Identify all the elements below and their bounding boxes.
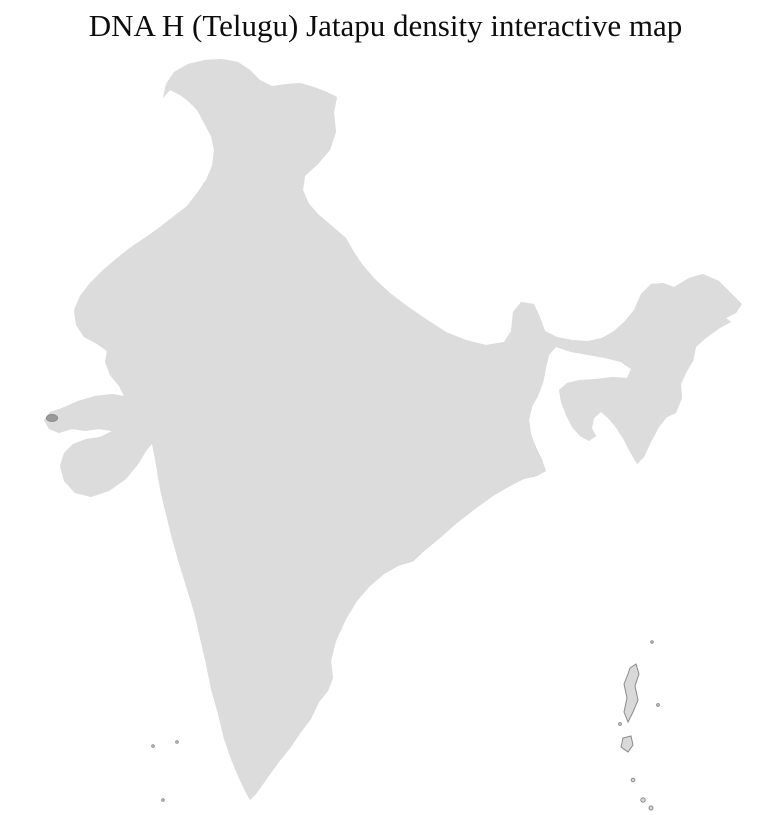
andaman-main-island [623, 663, 640, 724]
island-dot [656, 703, 660, 707]
andaman-little-island [620, 735, 634, 753]
island-dot [640, 797, 646, 803]
island-dot [650, 640, 654, 644]
kutch-islet [46, 414, 58, 422]
island-dot [151, 744, 155, 748]
island-groups [46, 414, 660, 811]
coast-border [43, 58, 743, 801]
island-dot [648, 805, 654, 811]
island-dot [630, 777, 636, 783]
island-dot [175, 740, 179, 744]
island-dot [618, 722, 622, 726]
page-title: DNA H (Telugu) Jatapu density interactiv… [88, 8, 683, 43]
island-dot [161, 798, 165, 802]
